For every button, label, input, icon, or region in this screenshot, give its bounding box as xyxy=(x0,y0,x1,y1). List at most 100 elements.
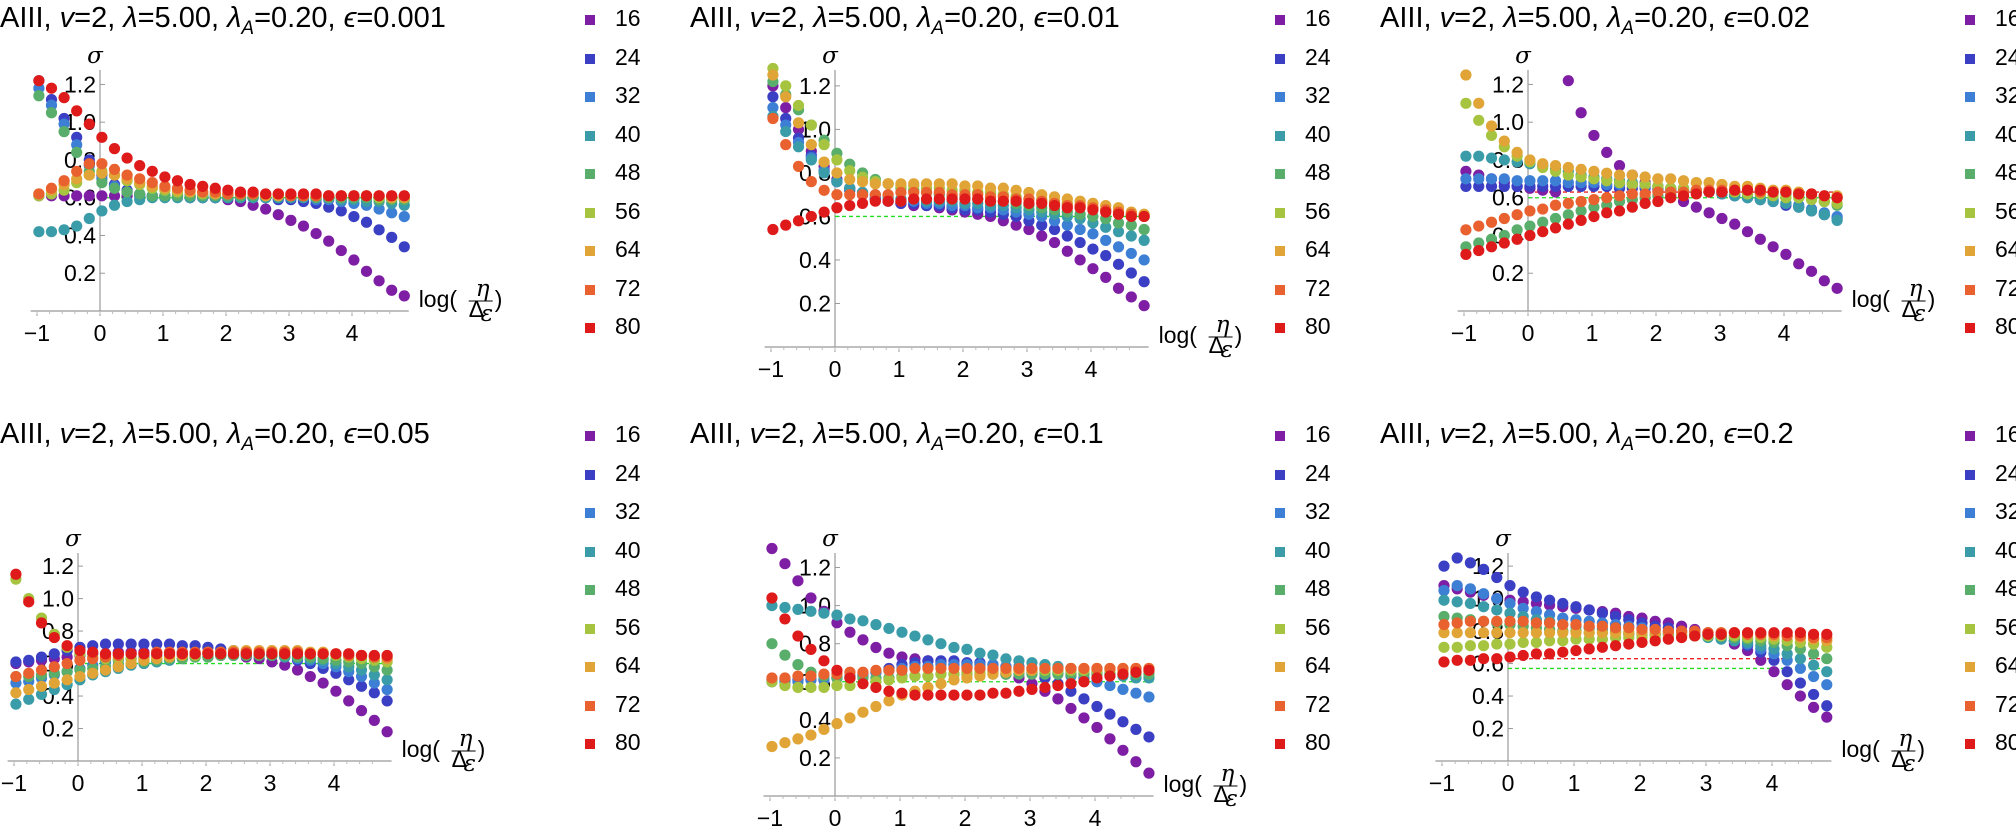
data-point xyxy=(373,224,385,236)
data-point xyxy=(779,558,791,570)
legend-item: 16 xyxy=(585,419,655,449)
data-point xyxy=(1061,219,1073,231)
x-tick-label: 3 xyxy=(1024,805,1037,831)
data-point xyxy=(1690,201,1702,213)
data-point xyxy=(935,662,947,675)
svg-text:Δ: Δ xyxy=(1209,332,1224,358)
data-point xyxy=(1780,186,1792,198)
legend-label: 56 xyxy=(1995,197,2016,224)
svg-text:Δ: Δ xyxy=(452,746,467,772)
data-point xyxy=(1562,218,1574,230)
data-point xyxy=(922,689,934,701)
data-point xyxy=(831,202,843,214)
legend-label: 40 xyxy=(1995,120,2016,147)
data-point xyxy=(1039,681,1051,694)
y-tick-label: 0.4 xyxy=(1472,683,1504,709)
data-point xyxy=(368,714,380,726)
data-point xyxy=(348,211,360,223)
data-point xyxy=(398,241,410,253)
data-point xyxy=(197,180,209,192)
data-point xyxy=(1438,627,1450,639)
data-point xyxy=(818,655,830,667)
data-point xyxy=(1143,767,1155,779)
data-point xyxy=(1662,625,1674,637)
data-point xyxy=(1517,586,1529,598)
data-point xyxy=(1557,627,1569,639)
data-point xyxy=(1074,202,1086,214)
data-point xyxy=(1451,596,1463,608)
data-point xyxy=(1728,627,1740,639)
data-point xyxy=(1715,628,1727,640)
legend-swatch xyxy=(1965,323,1975,333)
data-point xyxy=(61,657,73,670)
data-point xyxy=(1438,656,1450,668)
data-point xyxy=(1036,230,1048,242)
data-point xyxy=(984,195,997,207)
y-tick-label: 0.2 xyxy=(1492,260,1524,286)
data-point xyxy=(1039,662,1051,675)
data-point xyxy=(335,205,347,217)
data-point xyxy=(1511,146,1523,159)
data-point xyxy=(1112,208,1125,220)
data-point xyxy=(1794,677,1806,689)
series-80 xyxy=(1460,184,1843,260)
data-point xyxy=(1125,230,1137,242)
data-point xyxy=(1143,731,1155,743)
data-point xyxy=(1530,648,1542,660)
data-point xyxy=(83,169,95,181)
legend-swatch xyxy=(1965,53,1975,64)
data-point xyxy=(792,659,804,671)
data-point xyxy=(1504,627,1516,639)
data-point xyxy=(171,175,184,187)
data-point xyxy=(987,649,999,661)
data-point xyxy=(35,680,48,692)
legend-swatch xyxy=(585,246,595,256)
legend-swatch xyxy=(1275,284,1285,295)
x-tick-label: 0 xyxy=(829,805,842,831)
data-point xyxy=(1498,212,1510,225)
legend-swatch xyxy=(1965,585,1975,595)
data-point xyxy=(1524,154,1536,166)
data-point xyxy=(1729,218,1741,230)
y-tick-label: 0.2 xyxy=(42,716,74,742)
data-point xyxy=(45,82,58,94)
svg-text:log(: log( xyxy=(1841,736,1880,762)
data-point xyxy=(1626,201,1638,213)
svg-text:log(: log( xyxy=(1852,286,1891,312)
data-point xyxy=(368,677,380,689)
x-axis-label: log(ηΔε) xyxy=(1841,726,1925,777)
data-point xyxy=(1626,178,1638,191)
data-point xyxy=(1794,662,1806,675)
legend-label: 40 xyxy=(615,536,641,563)
data-point xyxy=(1112,258,1125,270)
svg-text:η: η xyxy=(476,276,490,302)
data-point xyxy=(869,178,881,190)
data-point xyxy=(818,167,830,179)
data-point xyxy=(1807,670,1820,683)
data-point xyxy=(883,622,895,635)
data-point xyxy=(1588,194,1600,206)
data-point xyxy=(1074,223,1086,236)
data-point xyxy=(844,173,856,186)
legend-label: 32 xyxy=(1995,82,2016,108)
data-point xyxy=(870,664,882,676)
legend-label: 80 xyxy=(1305,313,1331,339)
data-point xyxy=(10,687,22,699)
data-point xyxy=(151,638,163,650)
data-point xyxy=(1125,210,1137,223)
legend-item: 40 xyxy=(1275,535,1345,565)
data-point xyxy=(1464,615,1476,627)
data-point xyxy=(1091,700,1103,713)
data-point xyxy=(987,662,999,675)
data-point xyxy=(1831,282,1843,294)
legend-item: 56 xyxy=(1965,196,2016,226)
data-point xyxy=(948,689,960,701)
legend-item: 64 xyxy=(1965,234,2016,264)
data-point xyxy=(1498,135,1510,147)
data-point xyxy=(1100,234,1112,246)
legend-item: 32 xyxy=(1965,496,2016,526)
data-point xyxy=(1821,628,1833,640)
data-point xyxy=(1473,220,1485,232)
x-tick-label: 1 xyxy=(136,770,149,796)
data-point xyxy=(1026,662,1038,675)
